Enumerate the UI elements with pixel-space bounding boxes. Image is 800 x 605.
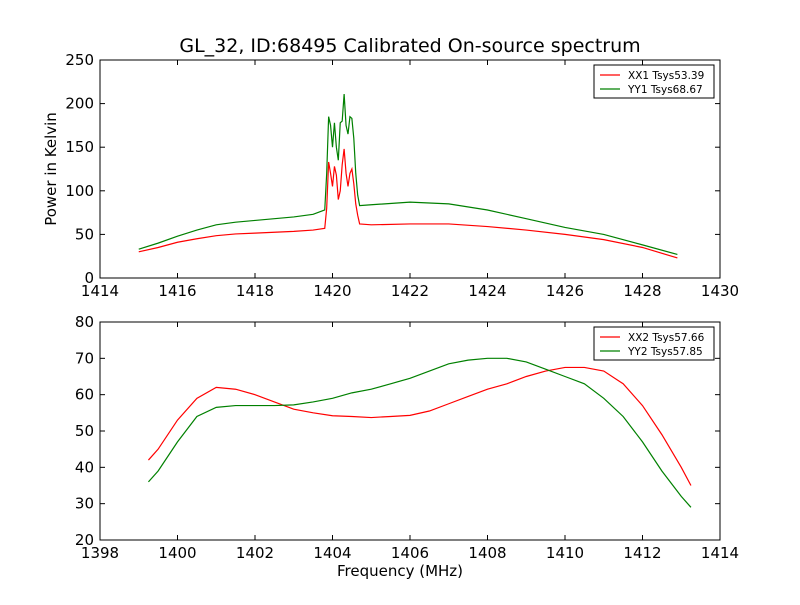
legend: XX1 Tsys53.39 YY1 Tsys68.67 (593, 64, 715, 99)
x-tick-label: 1406 (391, 544, 429, 562)
x-tick-label: 1430 (701, 282, 739, 300)
bottom-subplot: 1398 1400 1402 1404 1406 1408 1410 1412 1414 20 30… (75, 313, 739, 580)
y-tick-label: 60 (75, 386, 94, 404)
top-subplot: 1414 1416 1418 1420 1422 1424 1426 1428 1430 0 50 1… (42, 51, 739, 300)
y-tick-label: 40 (75, 458, 94, 476)
legend-label: XX2 Tsys57.66 (628, 332, 705, 344)
x-tick-label: 1424 (468, 282, 506, 300)
y-tick-label: 80 (75, 313, 94, 331)
x-tick-label: 1420 (313, 282, 351, 300)
y-tick-label: 50 (75, 225, 94, 243)
x-tick-label: 1412 (623, 544, 661, 562)
y-tick-label: 150 (65, 138, 94, 156)
x-tick-label: 1400 (158, 544, 196, 562)
y-tick-label: 200 (65, 95, 94, 113)
series-line-2 (138, 93, 678, 256)
x-tick-label: 1416 (158, 282, 196, 300)
chart-title: GL_32, ID:68495 Calibrated On-source spe… (179, 35, 640, 57)
x-tick-label: 1404 (313, 544, 351, 562)
y-tick-label: 100 (65, 182, 94, 200)
y-axis-label: Power in Kelvin (42, 112, 60, 226)
y-tick-label: 70 (75, 349, 94, 367)
y-tick-label: 250 (65, 51, 94, 69)
x-tick-label: 1414 (81, 282, 119, 300)
legend-box (593, 64, 715, 99)
series-line-1 (138, 148, 678, 259)
y-tick-label: 0 (84, 269, 94, 287)
x-tick-label: 1418 (236, 282, 274, 300)
x-tick-label: 1408 (468, 544, 506, 562)
legend-label: YY1 Tsys68.67 (627, 84, 703, 96)
x-tick-label: 1426 (546, 282, 584, 300)
x-axis-label: Frequency (MHz) (337, 562, 463, 580)
y-tick-label: 20 (75, 531, 94, 549)
x-tick-label: 1398 (81, 544, 119, 562)
x-tick-label: 1410 (546, 544, 584, 562)
legend-label: YY2 Tsys57.85 (627, 346, 703, 358)
series-line-2 (147, 357, 692, 508)
series-line-1 (147, 366, 692, 486)
y-tick-label: 50 (75, 422, 94, 440)
legend-label: XX1 Tsys53.39 (628, 70, 704, 82)
x-tick-label: 1428 (623, 282, 661, 300)
x-tick-label: 1422 (391, 282, 429, 300)
y-tick-label: 30 (75, 495, 94, 513)
legend-box (593, 326, 715, 361)
x-tick-label: 1402 (236, 544, 274, 562)
legend: XX2 Tsys57.66 YY2 Tsys57.85 (593, 326, 715, 361)
x-tick-label: 1414 (701, 544, 739, 562)
